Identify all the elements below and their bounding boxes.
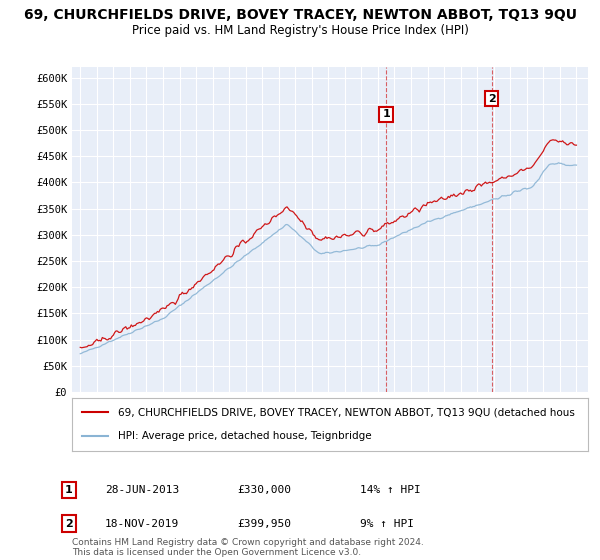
Text: HPI: Average price, detached house, Teignbridge: HPI: Average price, detached house, Teig…	[118, 431, 372, 441]
Text: 69, CHURCHFIELDS DRIVE, BOVEY TRACEY, NEWTON ABBOT, TQ13 9QU (detached hous: 69, CHURCHFIELDS DRIVE, BOVEY TRACEY, NE…	[118, 408, 575, 418]
Text: 2: 2	[65, 519, 73, 529]
Text: 1: 1	[382, 109, 390, 119]
Text: 9% ↑ HPI: 9% ↑ HPI	[360, 519, 414, 529]
Text: 2: 2	[488, 94, 496, 104]
Text: Contains HM Land Registry data © Crown copyright and database right 2024.
This d: Contains HM Land Registry data © Crown c…	[72, 538, 424, 557]
Text: 28-JUN-2013: 28-JUN-2013	[105, 485, 179, 495]
Text: 1: 1	[65, 485, 73, 495]
Text: Price paid vs. HM Land Registry's House Price Index (HPI): Price paid vs. HM Land Registry's House …	[131, 24, 469, 36]
Text: 18-NOV-2019: 18-NOV-2019	[105, 519, 179, 529]
Text: 14% ↑ HPI: 14% ↑ HPI	[360, 485, 421, 495]
Text: £399,950: £399,950	[237, 519, 291, 529]
Text: £330,000: £330,000	[237, 485, 291, 495]
Text: 69, CHURCHFIELDS DRIVE, BOVEY TRACEY, NEWTON ABBOT, TQ13 9QU: 69, CHURCHFIELDS DRIVE, BOVEY TRACEY, NE…	[23, 8, 577, 22]
